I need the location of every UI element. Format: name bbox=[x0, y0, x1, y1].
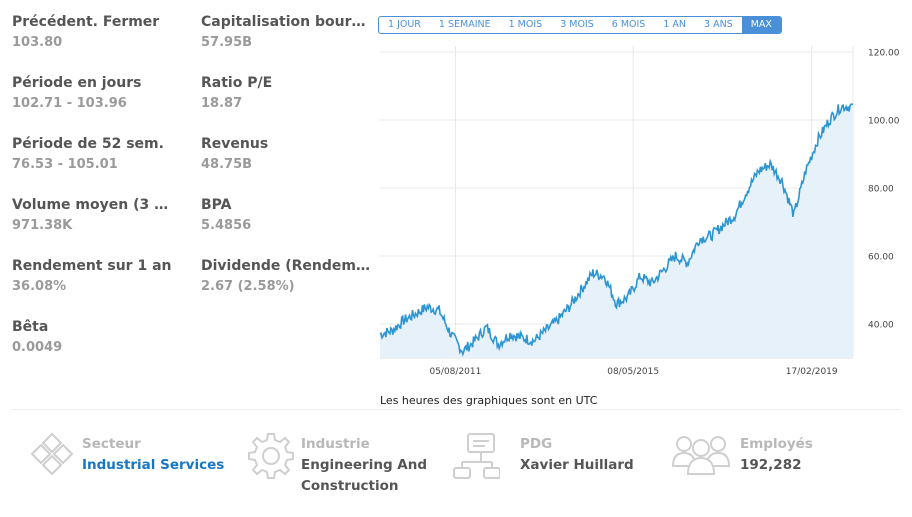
time-range-selector: 1 JOUR 1 SEMAINE 1 MOIS 3 MOIS 6 MOIS 1 … bbox=[378, 16, 782, 34]
stat-value: 5.4856 bbox=[201, 218, 252, 233]
chart-timezone-note: Les heures des graphiques sont en UTC bbox=[380, 394, 598, 407]
sector-link[interactable]: Industrial Services bbox=[82, 457, 225, 473]
stat-value: 18.87 bbox=[201, 96, 243, 111]
stat-value: 103.80 bbox=[12, 35, 63, 50]
employees-value: 192,282 bbox=[740, 457, 802, 473]
range-button-1-day[interactable]: 1 JOUR bbox=[388, 19, 421, 30]
range-button-3-months[interactable]: 3 MOIS bbox=[560, 19, 594, 30]
x-tick-label: 08/05/2015 bbox=[607, 367, 659, 377]
x-tick-label: 17/02/2019 bbox=[786, 367, 838, 377]
stat-value: 36.08% bbox=[12, 279, 67, 294]
stat-value: 971.38K bbox=[12, 218, 73, 233]
range-button-1-month[interactable]: 1 MOIS bbox=[508, 19, 543, 30]
info-label: Industrie bbox=[301, 436, 370, 452]
stat-value: 76.53 - 105.01 bbox=[12, 157, 118, 172]
info-label: PDG bbox=[520, 436, 553, 452]
stat-day-range: Période en jours 102.71 - 103.96 bbox=[12, 73, 182, 114]
price-line bbox=[379, 103, 854, 357]
stat-52-week-range: Période de 52 sem. 76.53 - 105.01 bbox=[12, 134, 182, 175]
stat-value: 102.71 - 103.96 bbox=[12, 96, 127, 111]
stat-value: 2.67 (2.58%) bbox=[201, 279, 295, 294]
stat-beta: Bêta 0.0049 bbox=[12, 317, 182, 358]
y-axis-ticks: 40.00 60.00 80.00 100.00 120.00 bbox=[868, 49, 900, 331]
stat-1-year-return: Rendement sur 1 an 36.08% bbox=[12, 256, 182, 297]
range-button-max[interactable]: MAX bbox=[741, 17, 781, 33]
x-axis-ticks: 05/08/2011 08/05/2015 17/02/2019 bbox=[429, 367, 837, 377]
info-label: Employés bbox=[740, 436, 813, 452]
divider bbox=[12, 409, 900, 410]
industry-gear-icon bbox=[248, 433, 294, 479]
employees-people-icon bbox=[672, 436, 731, 475]
range-button-1-week[interactable]: 1 SEMAINE bbox=[438, 19, 491, 30]
stat-value: 48.75B bbox=[201, 157, 253, 172]
stat-value: 0.0049 bbox=[12, 340, 63, 355]
stat-pe-ratio: Ratio P/E 18.87 bbox=[201, 73, 371, 114]
price-area-fill bbox=[380, 104, 853, 358]
industry-value-line-2: Construction bbox=[301, 478, 399, 494]
stat-avg-volume: Volume moyen (3 mois) 971.38K bbox=[12, 195, 182, 236]
stat-dividend: Dividende (Rendem… 2.67 (2.58%) bbox=[201, 256, 371, 297]
price-chart[interactable]: 40.00 60.00 80.00 100.00 120.00 05/08/2011 08… bbox=[0, 0, 912, 400]
stat-eps: BPA 5.4856 bbox=[201, 195, 371, 236]
y-tick-label: 100.00 bbox=[868, 117, 900, 127]
ceo-org-chart-icon bbox=[453, 433, 500, 479]
y-tick-label: 60.00 bbox=[868, 253, 894, 263]
stat-market-cap: Capitalisation bour… 57.95B bbox=[201, 12, 371, 53]
y-tick-label: 80.00 bbox=[868, 185, 894, 195]
range-button-1-year[interactable]: 1 AN bbox=[663, 19, 687, 30]
stat-value: 57.95B bbox=[201, 35, 253, 50]
stat-prev-close: Précédent. Fermer 103.80 bbox=[12, 12, 182, 53]
y-tick-label: 40.00 bbox=[868, 321, 894, 331]
stat-revenue: Revenus 48.75B bbox=[201, 134, 371, 175]
info-label: Secteur bbox=[82, 436, 141, 452]
sector-diamonds-icon bbox=[30, 432, 74, 476]
range-button-3-years[interactable]: 3 ANS bbox=[704, 19, 733, 30]
x-tick-label: 05/08/2011 bbox=[429, 367, 481, 377]
industry-value-line-1: Engineering And bbox=[301, 457, 428, 473]
range-button-6-months[interactable]: 6 MOIS bbox=[611, 19, 646, 30]
ceo-value: Xavier Huillard bbox=[520, 457, 634, 473]
y-tick-label: 120.00 bbox=[868, 49, 900, 59]
